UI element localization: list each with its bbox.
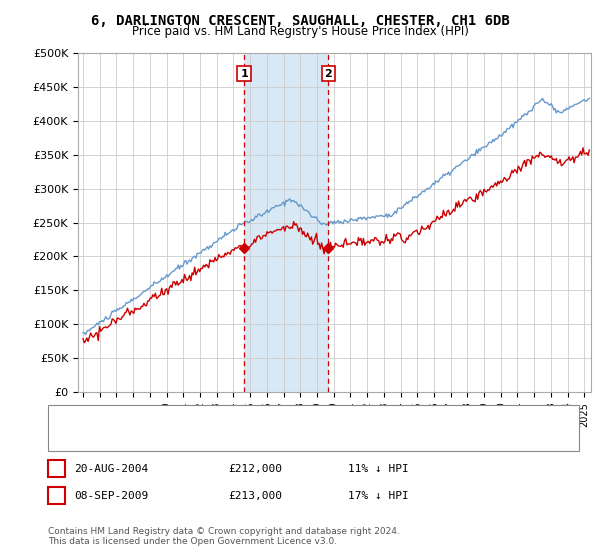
Bar bbox=[244, 53, 328, 392]
Text: Contains HM Land Registry data © Crown copyright and database right 2024.: Contains HM Land Registry data © Crown c… bbox=[48, 527, 400, 536]
Text: £213,000: £213,000 bbox=[228, 491, 282, 501]
Text: Price paid vs. HM Land Registry's House Price Index (HPI): Price paid vs. HM Land Registry's House … bbox=[131, 25, 469, 38]
Text: This data is licensed under the Open Government Licence v3.0.: This data is licensed under the Open Gov… bbox=[48, 537, 337, 546]
Text: 1: 1 bbox=[240, 68, 248, 78]
Text: HPI: Average price, detached house, Cheshire West and Chester: HPI: Average price, detached house, Ches… bbox=[92, 433, 427, 443]
Text: 08-SEP-2009: 08-SEP-2009 bbox=[74, 491, 148, 501]
Text: 1: 1 bbox=[53, 464, 60, 474]
Text: 6, DARLINGTON CRESCENT, SAUGHALL, CHESTER, CH1 6DB (detached house): 6, DARLINGTON CRESCENT, SAUGHALL, CHESTE… bbox=[92, 413, 498, 423]
Text: 6, DARLINGTON CRESCENT, SAUGHALL, CHESTER, CH1 6DB: 6, DARLINGTON CRESCENT, SAUGHALL, CHESTE… bbox=[91, 14, 509, 28]
Text: 2: 2 bbox=[53, 491, 60, 501]
Text: £212,000: £212,000 bbox=[228, 464, 282, 474]
Text: 11% ↓ HPI: 11% ↓ HPI bbox=[348, 464, 409, 474]
Text: 20-AUG-2004: 20-AUG-2004 bbox=[74, 464, 148, 474]
Text: 2: 2 bbox=[325, 68, 332, 78]
Text: 17% ↓ HPI: 17% ↓ HPI bbox=[348, 491, 409, 501]
